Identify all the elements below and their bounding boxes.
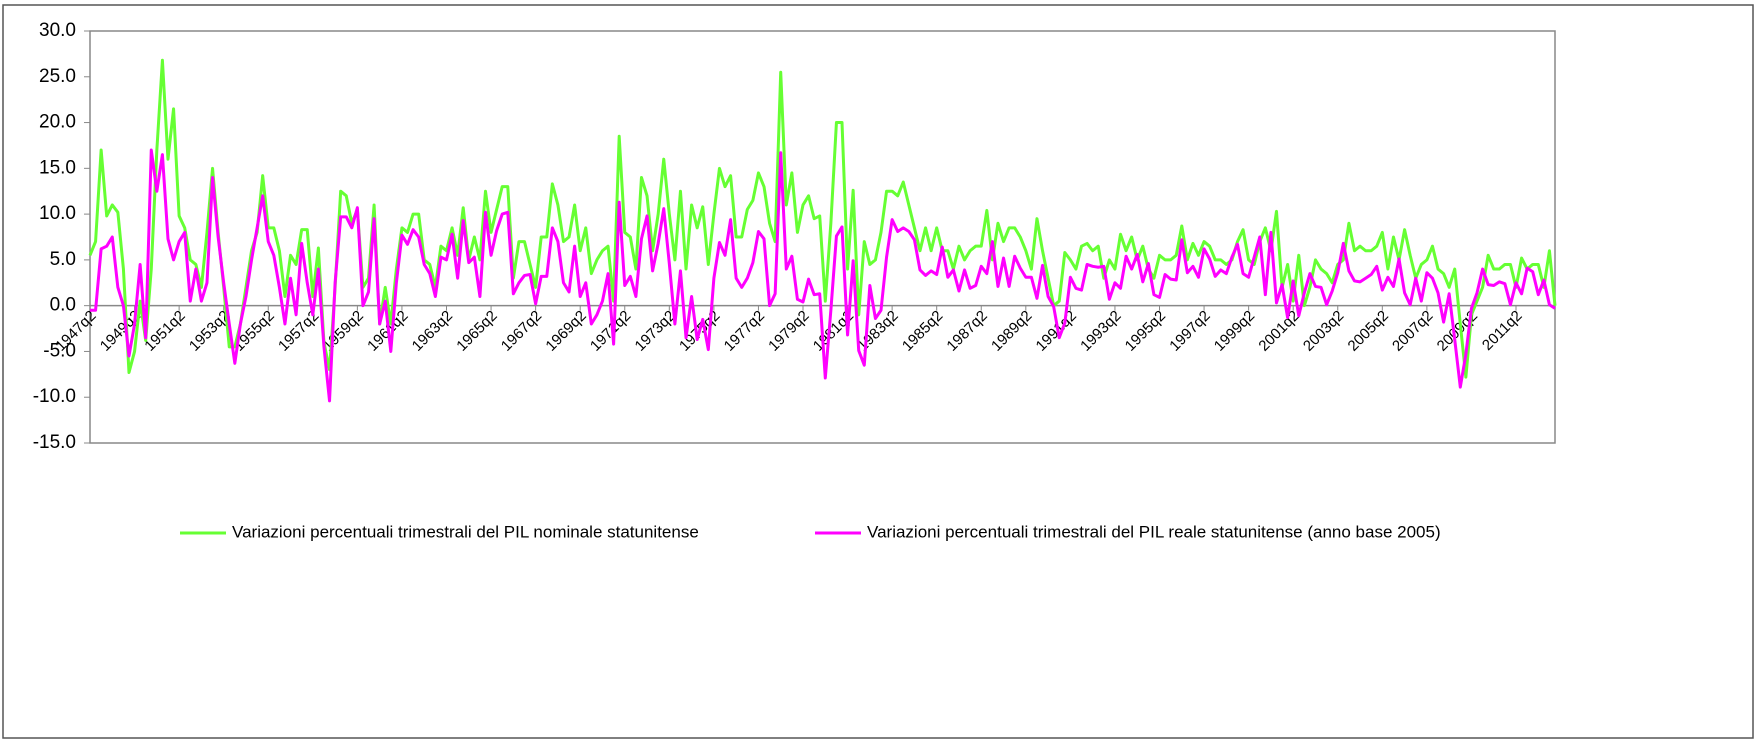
legend-label: Variazioni percentuali trimestrali del P… xyxy=(867,522,1441,541)
y-tick-label: 0.0 xyxy=(50,295,76,316)
series-line xyxy=(90,148,1556,403)
chart-frame xyxy=(2,4,1754,739)
y-tick-label: -5.0 xyxy=(43,340,76,361)
y-tick-label: 15.0 xyxy=(39,157,76,178)
legend-label: Variazioni percentuali trimestrali del P… xyxy=(232,522,699,541)
y-tick-label: 25.0 xyxy=(39,66,76,87)
y-tick-label: -15.0 xyxy=(33,432,76,453)
plot-area xyxy=(89,30,1556,444)
y-tick-label: -10.0 xyxy=(33,386,76,407)
y-tick-label: 20.0 xyxy=(39,112,76,133)
y-tick-label: 30.0 xyxy=(39,20,76,41)
y-tick-label: 10.0 xyxy=(39,203,76,224)
y-tick-label: 5.0 xyxy=(50,249,76,270)
